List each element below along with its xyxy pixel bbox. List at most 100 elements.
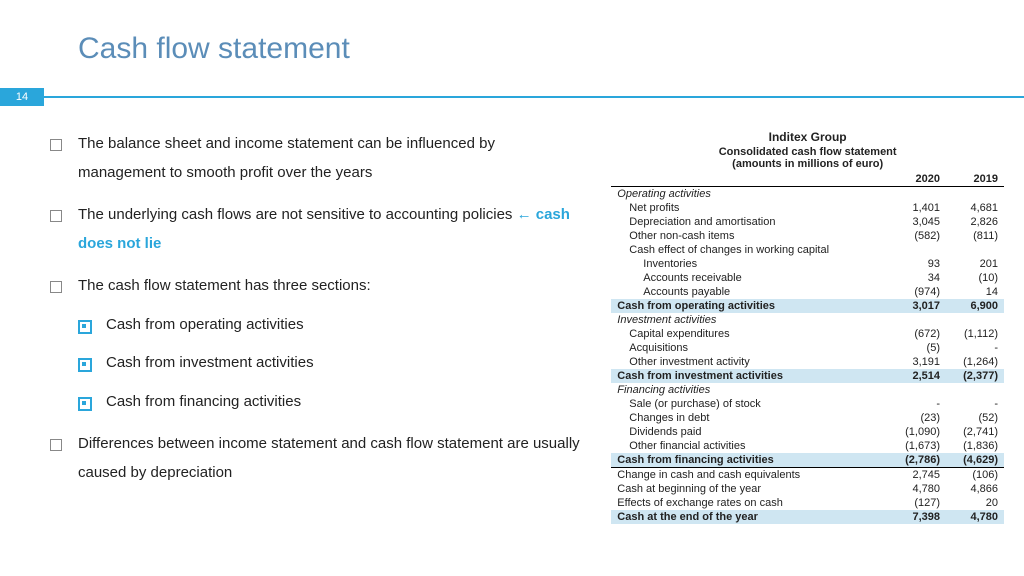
cell-label: Net profits <box>611 201 888 215</box>
table-row: Other investment activity3,191(1,264) <box>611 355 1004 369</box>
cell-value: 4,866 <box>946 482 1004 496</box>
table-row: Operating activities <box>611 187 1004 202</box>
cell-value: 4,780 <box>888 482 946 496</box>
page-title: Cash flow statement <box>78 32 350 66</box>
table-row: Other financial activities(1,673)(1,836) <box>611 439 1004 453</box>
cell-value: (10) <box>946 271 1004 285</box>
cell-value: 3,017 <box>888 299 946 313</box>
cell-label: Cash from operating activities <box>611 299 888 313</box>
page-number: 14 <box>0 88 44 106</box>
cell-label: Changes in debt <box>611 411 888 425</box>
bullet-text: The underlying cash flows are not sensit… <box>78 206 517 223</box>
cell-label: Effects of exchange rates on cash <box>611 496 888 510</box>
arrow-icon: ← <box>517 206 532 223</box>
table-row-total: Cash from financing activities(2,786)(4,… <box>611 453 1004 468</box>
cell-label: Other investment activity <box>611 355 888 369</box>
cell-label: Other non-cash items <box>611 229 888 243</box>
cell-label: Investment activities <box>611 313 888 327</box>
cell-value: (4,629) <box>946 453 1004 468</box>
title-rule: 14 <box>0 88 1024 106</box>
cell-value: - <box>888 397 946 411</box>
bullet-list: The balance sheet and income statement c… <box>50 130 581 566</box>
table-row-total: Cash at the end of the year7,3984,780 <box>611 510 1004 524</box>
cell-value: 14 <box>946 285 1004 299</box>
cashflow-table: 2020 2019 Operating activities Net profi… <box>611 172 1004 524</box>
cell-value: (106) <box>946 468 1004 483</box>
cell-value: (5) <box>888 341 946 355</box>
cell-value: (1,112) <box>946 327 1004 341</box>
table-row: Accounts receivable34(10) <box>611 271 1004 285</box>
cell-value: (23) <box>888 411 946 425</box>
cell-label: Depreciation and amortisation <box>611 215 888 229</box>
cell-label: Cash from investment activities <box>611 369 888 383</box>
cell-value: (52) <box>946 411 1004 425</box>
cell-value: (974) <box>888 285 946 299</box>
cell-value: (1,090) <box>888 425 946 439</box>
cell-value: - <box>946 397 1004 411</box>
cell-label: Cash at beginning of the year <box>611 482 888 496</box>
cell-value: 34 <box>888 271 946 285</box>
cell-value: 2,826 <box>946 215 1004 229</box>
cell-value: 20 <box>946 496 1004 510</box>
bullet-text: The cash flow statement has three sectio… <box>78 277 371 294</box>
bullet-item: Differences between income statement and… <box>50 430 581 487</box>
cell-value: (1,673) <box>888 439 946 453</box>
cell-value: 3,045 <box>888 215 946 229</box>
cell-value: 201 <box>946 257 1004 271</box>
cell-value: - <box>946 341 1004 355</box>
cell-value: 6,900 <box>946 299 1004 313</box>
cell-value: 4,780 <box>946 510 1004 524</box>
table-header-year: 2020 <box>888 172 946 187</box>
table-units: (amounts in millions of euro) <box>611 158 1004 170</box>
bullet-item: The underlying cash flows are not sensit… <box>50 201 581 258</box>
cell-label: Sale (or purchase) of stock <box>611 397 888 411</box>
cell-label: Capital expenditures <box>611 327 888 341</box>
cell-value: 1,401 <box>888 201 946 215</box>
bullet-item: The cash flow statement has three sectio… <box>50 272 581 416</box>
cashflow-table-wrap: Inditex Group Consolidated cash flow sta… <box>611 130 1004 566</box>
table-company: Inditex Group <box>611 130 1004 144</box>
table-row: Accounts payable(974)14 <box>611 285 1004 299</box>
cell-label: Cash effect of changes in working capita… <box>611 243 888 257</box>
cell-value: (2,377) <box>946 369 1004 383</box>
bullet-item: The balance sheet and income statement c… <box>50 130 581 187</box>
sub-bullet-item: Cash from financing activities <box>78 388 581 417</box>
cell-value: 93 <box>888 257 946 271</box>
cell-value: 2,514 <box>888 369 946 383</box>
title-underline <box>44 96 1024 106</box>
table-row: Capital expenditures(672)(1,112) <box>611 327 1004 341</box>
table-header-year: 2019 <box>946 172 1004 187</box>
cell-label: Inventories <box>611 257 888 271</box>
table-header-blank <box>611 172 888 187</box>
cell-label: Other financial activities <box>611 439 888 453</box>
cell-value: (672) <box>888 327 946 341</box>
slide-content: The balance sheet and income statement c… <box>50 130 1004 566</box>
table-row: Dividends paid(1,090)(2,741) <box>611 425 1004 439</box>
table-subtitle: Consolidated cash flow statement <box>611 146 1004 158</box>
cell-value: (1,264) <box>946 355 1004 369</box>
cell-value: 2,745 <box>888 468 946 483</box>
table-row: Cash effect of changes in working capita… <box>611 243 1004 257</box>
table-row: Change in cash and cash equivalents2,745… <box>611 468 1004 483</box>
table-row: Depreciation and amortisation3,0452,826 <box>611 215 1004 229</box>
cell-value: 4,681 <box>946 201 1004 215</box>
table-row: Cash at beginning of the year4,7804,866 <box>611 482 1004 496</box>
table-row: Sale (or purchase) of stock-- <box>611 397 1004 411</box>
cell-value: (2,741) <box>946 425 1004 439</box>
table-row: Inventories93201 <box>611 257 1004 271</box>
table-row: Acquisitions(5)- <box>611 341 1004 355</box>
cell-value: (1,836) <box>946 439 1004 453</box>
cell-value: (582) <box>888 229 946 243</box>
cell-label: Financing activities <box>611 383 888 397</box>
cell-label: Cash from financing activities <box>611 453 888 468</box>
cell-value: 7,398 <box>888 510 946 524</box>
sub-bullet-item: Cash from operating activities <box>78 311 581 340</box>
table-row: Changes in debt(23)(52) <box>611 411 1004 425</box>
cell-value: (127) <box>888 496 946 510</box>
cell-label: Cash at the end of the year <box>611 510 888 524</box>
cell-label: Change in cash and cash equivalents <box>611 468 888 483</box>
table-row-total: Cash from operating activities3,0176,900 <box>611 299 1004 313</box>
cell-label: Dividends paid <box>611 425 888 439</box>
table-row: Other non-cash items(582)(811) <box>611 229 1004 243</box>
sub-bullet-item: Cash from investment activities <box>78 349 581 378</box>
